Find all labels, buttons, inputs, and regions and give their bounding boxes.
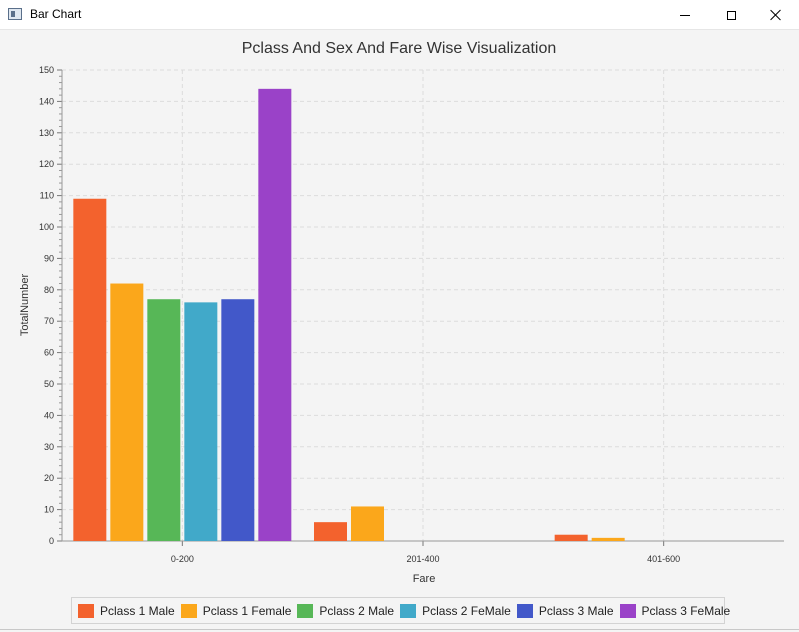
- title-bar: Bar Chart: [0, 0, 799, 30]
- y-axis: 0 10 20 30 40 50 60 70 80 90 100 110 120 130 140 150: [39, 65, 63, 546]
- legend-swatch: [297, 603, 314, 618]
- legend-item: Pclass 3 Male: [516, 603, 614, 618]
- close-icon: [770, 9, 782, 21]
- legend-item: Pclass 1 Female: [180, 603, 292, 618]
- legend-item: Pclass 2 Male: [297, 603, 395, 618]
- legend-swatch: [619, 603, 636, 618]
- y-tick-label: 130: [39, 128, 54, 138]
- app-window-icon: [8, 8, 22, 20]
- legend-swatch: [400, 603, 417, 618]
- legend-label: Pclass 1 Female: [202, 603, 292, 618]
- y-tick-label: 40: [44, 410, 54, 420]
- legend-swatch: [516, 603, 533, 618]
- bar: [73, 198, 107, 542]
- bar: [351, 506, 384, 541]
- bar: [591, 537, 625, 541]
- x-axis-label: Fare: [413, 573, 436, 585]
- y-tick-label: 110: [40, 191, 54, 201]
- y-tick-label: 30: [44, 442, 54, 452]
- y-tick-label: 140: [39, 96, 54, 106]
- y-tick-label: 70: [44, 316, 54, 326]
- legend-swatch: [180, 603, 197, 618]
- bar: [184, 302, 218, 541]
- minimize-icon: [680, 14, 690, 16]
- maximize-button[interactable]: [708, 0, 754, 30]
- legend-label: Pclass 1 Male: [100, 603, 175, 618]
- x-tick-label: 401-600: [647, 554, 680, 564]
- bar: [147, 299, 181, 541]
- bar-chart: Pclass And Sex And Fare Wise Visualizati…: [19, 40, 784, 585]
- chart-grid: [62, 69, 784, 541]
- bar: [221, 299, 255, 541]
- window-title: Bar Chart: [30, 7, 82, 21]
- y-axis-label: TotalNumber: [19, 273, 31, 336]
- y-tick-label: 100: [39, 222, 54, 232]
- y-tick-label: 50: [44, 379, 54, 389]
- x-tick-label: 0-200: [171, 554, 194, 564]
- legend-label: Pclass 2 FeMale: [422, 603, 511, 618]
- legend-item: Pclass 2 FeMale: [400, 603, 511, 618]
- legend-item: Pclass 3 FeMale: [619, 603, 731, 618]
- bar: [554, 534, 588, 541]
- x-tick-label: 201-400: [406, 554, 439, 564]
- legend-item: Pclass 1 Male: [78, 603, 175, 618]
- y-tick-label: 60: [44, 348, 54, 358]
- bar: [258, 88, 292, 541]
- legend-swatch: [78, 603, 94, 618]
- legend-label: Pclass 3 FeMale: [641, 603, 731, 618]
- y-tick-label: 10: [44, 505, 54, 515]
- chart-legend: Pclass 1 Male Pclass 1 Female Pclass 2 Mal…: [71, 597, 730, 624]
- close-button[interactable]: [753, 0, 799, 30]
- bar: [314, 522, 347, 541]
- bar: [110, 283, 144, 541]
- maximize-icon: [726, 10, 736, 20]
- bar-series-group: [73, 88, 625, 542]
- window-bottom-border: [0, 629, 799, 630]
- y-tick-label: 20: [44, 473, 54, 483]
- legend-label: Pclass 2 Male: [319, 603, 395, 618]
- y-tick-label: 80: [44, 285, 54, 295]
- y-tick-label: 120: [39, 159, 54, 169]
- y-tick-label: 0: [49, 536, 54, 546]
- chart-title: Pclass And Sex And Fare Wise Visualizati…: [242, 40, 557, 57]
- legend-label: Pclass 3 Male: [538, 603, 614, 618]
- y-tick-label: 90: [44, 253, 54, 263]
- x-axis: 0-200 201-400 401-600: [62, 540, 784, 564]
- y-tick-label: 150: [39, 65, 54, 75]
- minimize-button[interactable]: [662, 0, 708, 30]
